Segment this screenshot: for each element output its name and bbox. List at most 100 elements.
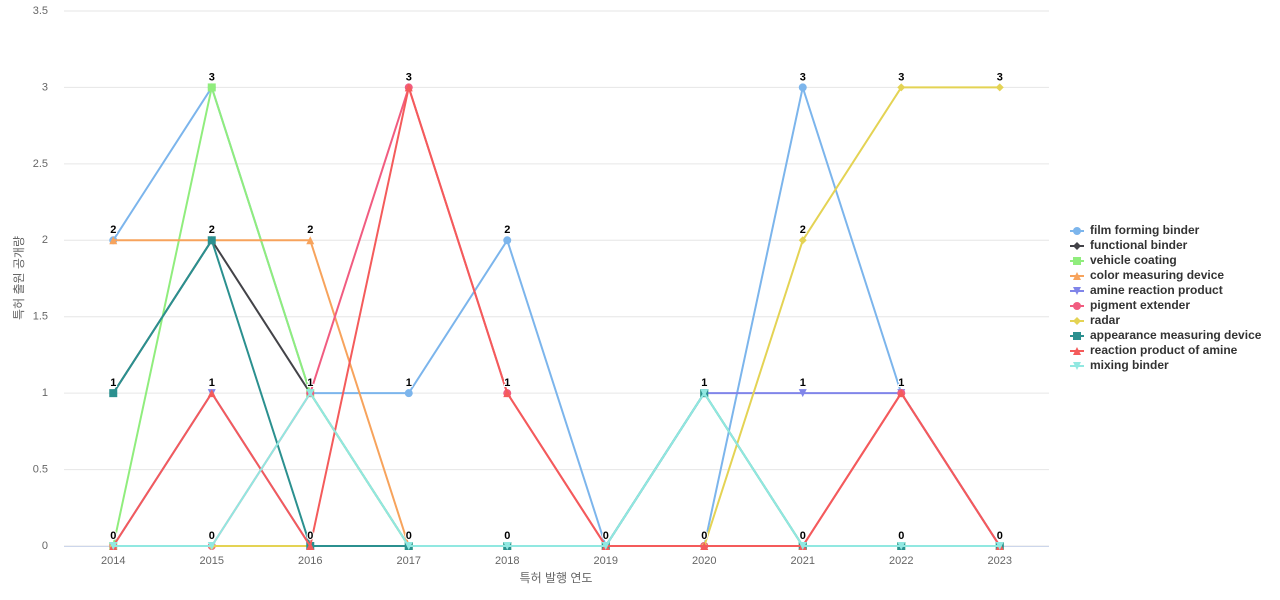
data-label: 1 — [504, 377, 510, 389]
y-tick-label: 2.5 — [33, 158, 48, 170]
legend-marker — [1073, 287, 1081, 295]
data-label: 0 — [110, 530, 116, 542]
point-marker — [306, 542, 315, 550]
x-axis-title: 특허 발행 연도 — [520, 570, 593, 585]
data-label: 1 — [406, 377, 412, 389]
data-label: 1 — [209, 377, 215, 389]
data-label: 1 — [898, 377, 904, 389]
legend-label: film forming binder — [1090, 223, 1200, 237]
point-marker — [207, 83, 216, 92]
point-marker — [306, 389, 315, 398]
legend-item: vehicle coating — [1070, 253, 1177, 267]
point-marker — [404, 83, 413, 92]
data-label: 0 — [209, 530, 215, 542]
y-tick-label: 2 — [42, 234, 48, 246]
point-marker — [700, 542, 709, 550]
data-label: 2 — [110, 224, 116, 236]
point-marker — [798, 83, 807, 92]
point-marker — [798, 389, 807, 398]
point-marker — [601, 542, 610, 550]
point-marker — [798, 542, 807, 550]
data-label: 0 — [406, 530, 412, 542]
legend-label: amine reaction product — [1090, 283, 1223, 297]
data-label: 1 — [701, 377, 707, 389]
data-label: 0 — [800, 530, 806, 542]
legend-item: amine reaction product — [1070, 283, 1223, 297]
data-label: 3 — [406, 71, 412, 83]
legend-label: radar — [1090, 313, 1120, 327]
legend-marker — [1073, 302, 1081, 310]
data-label: 0 — [701, 530, 707, 542]
legend-label: vehicle coating — [1090, 253, 1177, 267]
point-marker — [207, 236, 216, 245]
y-tick-label: 0.5 — [33, 463, 48, 475]
legend-item: functional binder — [1070, 238, 1188, 252]
series-line — [113, 391, 1000, 547]
y-tick-label: 0 — [42, 540, 48, 552]
y-axis-title: 특허 출원 공개량 — [12, 236, 26, 320]
data-label: 3 — [898, 71, 904, 83]
data-label: 0 — [603, 530, 609, 542]
point-marker — [995, 542, 1004, 550]
x-tick-label: 2015 — [200, 555, 224, 567]
x-tick-label: 2021 — [791, 555, 815, 567]
point-marker — [995, 83, 1004, 92]
legend-marker — [1073, 227, 1081, 235]
point-marker — [700, 389, 709, 398]
x-tick-label: 2018 — [495, 555, 519, 567]
y-tick-label: 1.5 — [33, 311, 48, 323]
point-marker — [503, 236, 512, 245]
point-marker — [404, 542, 413, 550]
x-tick-label: 2017 — [397, 555, 421, 567]
data-label: 0 — [898, 530, 904, 542]
legend-marker — [1073, 332, 1081, 340]
y-tick-label: 3.5 — [33, 5, 48, 17]
point-marker — [109, 542, 118, 550]
legend-item: mixing binder — [1070, 358, 1169, 372]
data-label: 0 — [307, 530, 313, 542]
point-marker — [897, 389, 906, 398]
legend-item: radar — [1070, 313, 1120, 327]
data-label: 3 — [997, 71, 1003, 83]
y-tick-label: 3 — [42, 81, 48, 93]
data-label: 1 — [110, 377, 116, 389]
data-label: 1 — [800, 377, 806, 389]
legend-item: film forming binder — [1070, 223, 1200, 237]
y-tick-label: 1 — [42, 387, 48, 399]
point-marker — [798, 236, 807, 245]
data-label: 1 — [307, 377, 313, 389]
data-label: 0 — [997, 530, 1003, 542]
legend-label: functional binder — [1090, 238, 1188, 252]
legend-item: reaction product of amine — [1070, 343, 1238, 357]
x-tick-label: 2020 — [692, 555, 716, 567]
legend-label: pigment extender — [1090, 298, 1190, 312]
x-tick-label: 2016 — [298, 555, 322, 567]
legend-label: appearance measuring device — [1090, 328, 1262, 342]
data-label: 3 — [800, 71, 806, 83]
point-marker — [503, 542, 512, 550]
point-marker — [109, 236, 118, 245]
point-marker — [207, 542, 216, 550]
point-marker — [109, 389, 118, 398]
point-marker — [503, 389, 512, 398]
x-tick-label: 2014 — [101, 555, 125, 567]
point-marker — [897, 542, 906, 550]
x-tick-label: 2023 — [988, 555, 1012, 567]
legend-marker — [1073, 272, 1081, 280]
legend-marker — [1073, 242, 1081, 250]
legend-item: color measuring device — [1070, 268, 1224, 282]
point-marker — [897, 83, 906, 92]
point-marker — [404, 389, 413, 398]
legend-marker — [1073, 257, 1081, 265]
point-marker — [207, 389, 216, 398]
legend-label: color measuring device — [1090, 268, 1224, 282]
data-label: 2 — [209, 224, 215, 236]
legend-marker — [1073, 347, 1081, 355]
x-tick-label: 2022 — [889, 555, 913, 567]
data-label: 3 — [209, 71, 215, 83]
data-label: 2 — [800, 224, 806, 236]
legend-marker — [1073, 317, 1081, 325]
legend-label: reaction product of amine — [1090, 343, 1238, 357]
legend-label: mixing binder — [1090, 358, 1169, 372]
